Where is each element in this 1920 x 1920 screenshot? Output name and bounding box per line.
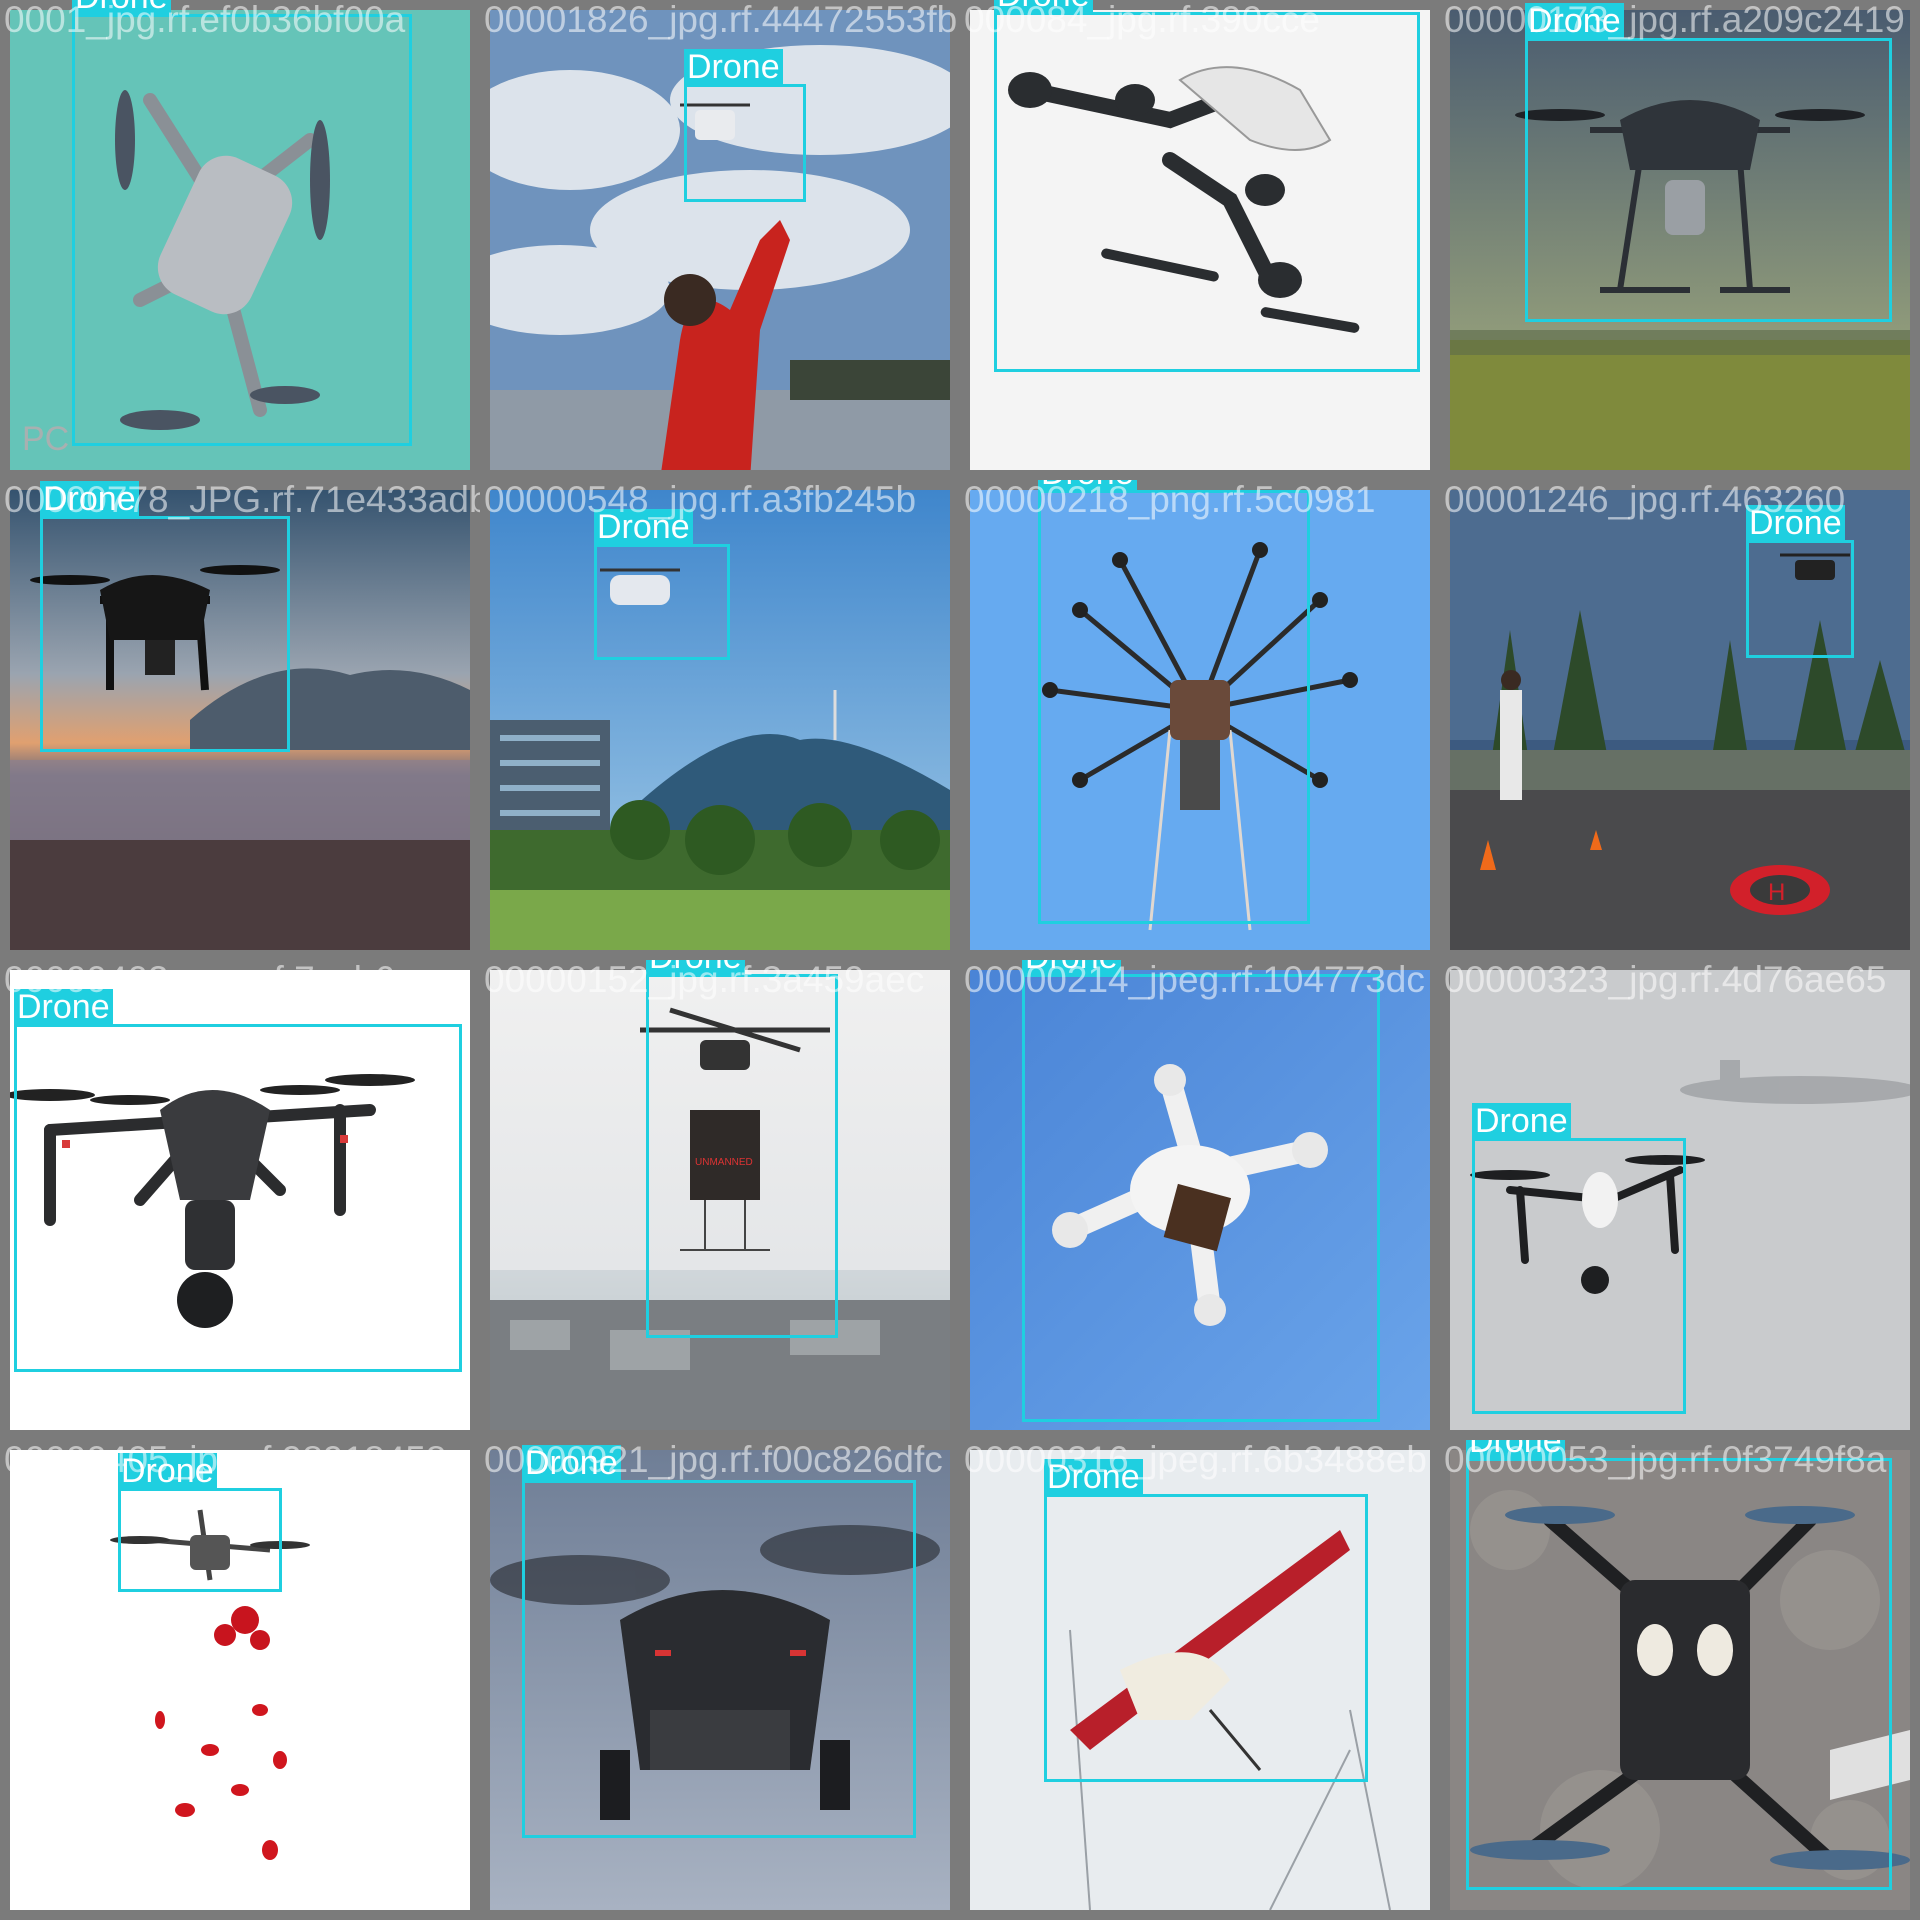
detection-box: Drone <box>1038 480 1310 924</box>
detection-box: Drone <box>118 1453 282 1592</box>
class-label: Drone <box>14 989 113 1025</box>
image-tile: Drone 00000053_jpg.rf.0f3749f8a <box>1440 1440 1920 1920</box>
image-tile: Drone 00000403_png.rf.7ceb6cee <box>0 960 480 1440</box>
photo: UNMANNED <box>490 970 950 1430</box>
photo <box>1450 10 1910 470</box>
detection-box: Drone <box>594 509 730 660</box>
image-tile: Drone 00000778_JPG.rf.71e433adb <box>0 480 480 960</box>
detection-box: Drone <box>72 0 412 446</box>
photo <box>490 490 950 950</box>
class-label: Drone <box>994 0 1093 13</box>
class-label: Drone <box>1022 960 1121 975</box>
class-label: Drone <box>646 960 745 975</box>
detection-box: Drone <box>1472 1103 1686 1414</box>
photo <box>970 970 1430 1430</box>
class-label: Drone <box>684 49 783 85</box>
image-tile: UNMANNED Drone 00000152_jpg.rf.3a459aec <box>480 960 960 1440</box>
image-tile: H Drone 00001246_jpg.rf.463260 <box>1440 480 1920 960</box>
detection-box: Drone <box>1044 1459 1368 1782</box>
class-label: Drone <box>594 509 693 545</box>
photo <box>10 1450 470 1910</box>
photo <box>490 1450 950 1910</box>
detection-box: Drone <box>1525 3 1892 322</box>
image-tile: Drone 00000316_jpeg.rf.6b3488eb <box>960 1440 1440 1920</box>
detection-box: Drone <box>684 49 806 202</box>
image-tile: Drone 00000323_jpg.rf.4d76ae65 <box>1440 960 1920 1440</box>
image-tile: PC Drone 0001_jpg.rf.ef0b36bf00a <box>0 0 480 480</box>
image-tile: Drone 00000173_jpg.rf.a209c2419 <box>1440 0 1920 480</box>
class-label: Drone <box>1044 1459 1143 1495</box>
image-tile: Drone 00000214_jpeg.rf.104773dc <box>960 960 1440 1440</box>
svg-text:H: H <box>1768 879 1785 906</box>
detection-box: Drone <box>994 0 1420 372</box>
photo: PC <box>10 10 470 470</box>
photo <box>970 490 1430 950</box>
image-tile: Drone 00000218_png.rf.5c0981 <box>960 480 1440 960</box>
image-tile: Drone 00000405_jpg.rf.98918458 <box>0 1440 480 1920</box>
detection-box: Drone <box>40 481 290 752</box>
class-label: Drone <box>1525 3 1624 39</box>
photo <box>10 490 470 950</box>
svg-text:PC: PC <box>22 420 69 458</box>
detection-box: Drone <box>522 1445 916 1838</box>
detection-box: Drone <box>14 989 462 1372</box>
class-label: Drone <box>118 1453 217 1489</box>
photo <box>1450 1450 1910 1910</box>
detection-box: Drone <box>1746 505 1854 658</box>
class-label: Drone <box>72 0 171 15</box>
detection-box: Drone <box>1466 1440 1892 1890</box>
class-label: Drone <box>1472 1103 1571 1139</box>
photo <box>490 10 950 470</box>
class-label: Drone <box>1466 1440 1565 1459</box>
class-label: Drone <box>1746 505 1845 541</box>
class-label: Drone <box>1038 480 1137 491</box>
class-label: Drone <box>40 481 139 517</box>
image-tile: Drone 000084_jpg.rf.390cce <box>960 0 1440 480</box>
photo <box>10 970 470 1430</box>
detection-box: Drone <box>1022 960 1380 1422</box>
svg-text:UNMANNED: UNMANNED <box>695 1157 753 1168</box>
image-tile: Drone 00001826_jpg.rf.44472553fb <box>480 0 960 480</box>
class-label: Drone <box>522 1445 621 1481</box>
photo: H <box>1450 490 1910 950</box>
photo <box>1450 970 1910 1430</box>
detection-box: Drone <box>646 960 838 1338</box>
photo <box>970 10 1430 470</box>
image-tile: Drone 00000921_jpg.rf.f00c826dfc <box>480 1440 960 1920</box>
image-tile: Drone 00000548_jpg.rf.a3fb245b <box>480 480 960 960</box>
